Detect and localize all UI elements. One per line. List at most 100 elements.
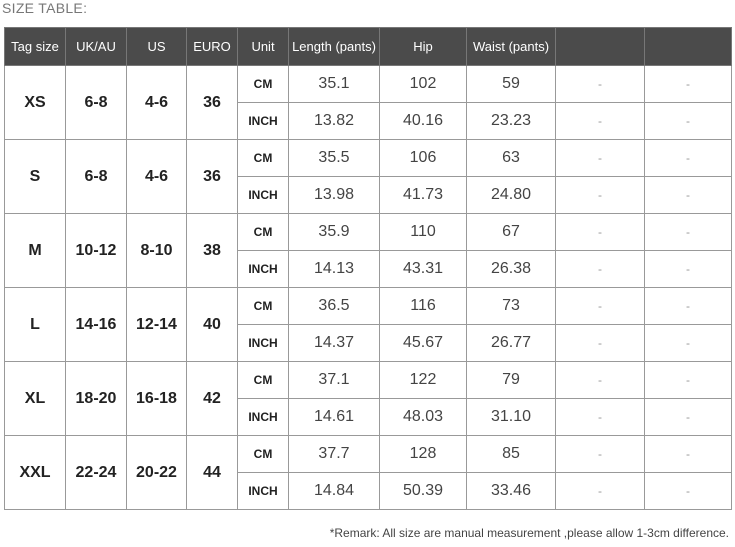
measurement-cell: - — [644, 213, 732, 251]
size-us-cell: 12-14 — [126, 287, 187, 362]
measurement-cell: 50.39 — [379, 472, 467, 510]
measurement-cell: 122 — [379, 361, 467, 399]
measurement-cell: 23.23 — [466, 102, 556, 140]
table-row: INCH 14.37 45.67 26.77- - — [5, 324, 732, 362]
measurement-cell: 45.67 — [379, 324, 467, 362]
size-euro-cell: 40 — [186, 287, 238, 362]
size-us-cell: 8-10 — [126, 213, 187, 288]
measurement-cell: 24.80 — [466, 176, 556, 214]
measurement-cell: 41.73 — [379, 176, 467, 214]
measurement-cell: 85 — [466, 435, 556, 473]
measurement-cell: 14.37 — [288, 324, 380, 362]
page-title: SIZE TABLE: — [2, 0, 88, 16]
unit-cell: INCH — [237, 324, 289, 362]
size-us-cell: 16-18 — [126, 361, 187, 436]
unit-cell: INCH — [237, 398, 289, 436]
measurement-cell: 128 — [379, 435, 467, 473]
remark-note: *Remark: All size are manual measurement… — [329, 526, 729, 540]
measurement-cell: 31.10 — [466, 398, 556, 436]
size-us-cell: 20-22 — [126, 435, 187, 510]
size-uk-cell: 6-8 — [65, 65, 127, 140]
unit-cell: CM — [237, 435, 289, 473]
measurement-cell: - — [644, 398, 732, 436]
measurement-cell: - — [555, 435, 645, 473]
table-row: INCH 14.13 43.31 26.38- - — [5, 250, 732, 288]
measurement-cell: 40.16 — [379, 102, 467, 140]
measurement-cell: - — [644, 435, 732, 473]
measurement-cell: - — [555, 213, 645, 251]
measurement-cell: 37.7 — [288, 435, 380, 473]
size-tag-cell: S — [4, 139, 66, 214]
unit-cell: CM — [237, 287, 289, 325]
table-row: INCH 13.98 41.73 24.80- - — [5, 176, 732, 214]
table-row: INCH 13.82 40.16 23.23- - — [5, 102, 732, 140]
size-uk-cell: 18-20 — [65, 361, 127, 436]
measurement-cell: 67 — [466, 213, 556, 251]
table-row: M 10-12 8-10 38 CM 35.9 110 67- - — [4, 213, 732, 288]
measurement-cell: 13.82 — [288, 102, 380, 140]
size-tag-cell: M — [4, 213, 66, 288]
size-uk-cell: 10-12 — [65, 213, 127, 288]
measurement-cell: 36.5 — [288, 287, 380, 325]
unit-cell: CM — [237, 139, 289, 177]
column-header: Length (pants) — [288, 27, 380, 66]
measurement-cell: 106 — [379, 139, 467, 177]
unit-cell: INCH — [237, 472, 289, 510]
measurement-cell: - — [644, 139, 732, 177]
measurement-cell: - — [644, 250, 732, 288]
measurement-cell: 14.61 — [288, 398, 380, 436]
size-uk-cell: 6-8 — [65, 139, 127, 214]
unit-cell: CM — [237, 65, 289, 103]
table-row: S 6-8 4-6 36 CM 35.5 106 63- - — [4, 139, 732, 214]
unit-cell: INCH — [237, 250, 289, 288]
measurement-cell: 102 — [379, 65, 467, 103]
measurement-cell: - — [644, 176, 732, 214]
column-header: Hip — [379, 27, 467, 66]
column-header — [644, 27, 732, 66]
measurement-cell: 35.1 — [288, 65, 380, 103]
measurement-cell: - — [555, 324, 645, 362]
unit-cell: CM — [237, 213, 289, 251]
size-euro-cell: 44 — [186, 435, 238, 510]
measurement-cell: 43.31 — [379, 250, 467, 288]
size-euro-cell: 38 — [186, 213, 238, 288]
measurement-cell: - — [644, 324, 732, 362]
measurement-cell: 48.03 — [379, 398, 467, 436]
column-header: US — [126, 27, 187, 66]
measurement-cell: 14.84 — [288, 472, 380, 510]
measurement-cell: - — [555, 102, 645, 140]
measurement-cell: - — [555, 472, 645, 510]
measurement-cell: - — [555, 361, 645, 399]
measurement-cell: 63 — [466, 139, 556, 177]
measurement-cell: - — [644, 361, 732, 399]
measurement-cell: - — [644, 65, 732, 103]
measurement-cell: - — [555, 287, 645, 325]
measurement-cell: 13.98 — [288, 176, 380, 214]
measurement-cell: - — [555, 139, 645, 177]
measurement-cell: 33.46 — [466, 472, 556, 510]
size-us-cell: 4-6 — [126, 139, 187, 214]
table-row: XL 18-20 16-18 42 CM 37.1 122 79- - — [4, 361, 732, 436]
measurement-cell: - — [644, 102, 732, 140]
table-row: XS 6-8 4-6 36 CM 35.1 102 59- - — [4, 65, 732, 140]
size-euro-cell: 36 — [186, 139, 238, 214]
column-header: UK/AU — [65, 27, 127, 66]
measurement-cell: - — [555, 250, 645, 288]
column-header: Tag size — [4, 27, 66, 66]
column-header: EURO — [186, 27, 238, 66]
measurement-cell: 73 — [466, 287, 556, 325]
measurement-cell: 14.13 — [288, 250, 380, 288]
measurement-cell: - — [644, 472, 732, 510]
size-tag-cell: XXL — [4, 435, 66, 510]
measurement-cell: 26.38 — [466, 250, 556, 288]
measurement-cell: 35.5 — [288, 139, 380, 177]
column-header: Unit — [237, 27, 289, 66]
measurement-cell: 116 — [379, 287, 467, 325]
size-euro-cell: 42 — [186, 361, 238, 436]
size-tag-cell: XS — [4, 65, 66, 140]
measurement-cell: 26.77 — [466, 324, 556, 362]
table-row: L 14-16 12-14 40 CM 36.5 116 73- - — [4, 287, 732, 362]
size-euro-cell: 36 — [186, 65, 238, 140]
measurement-cell: 37.1 — [288, 361, 380, 399]
measurement-cell: 59 — [466, 65, 556, 103]
